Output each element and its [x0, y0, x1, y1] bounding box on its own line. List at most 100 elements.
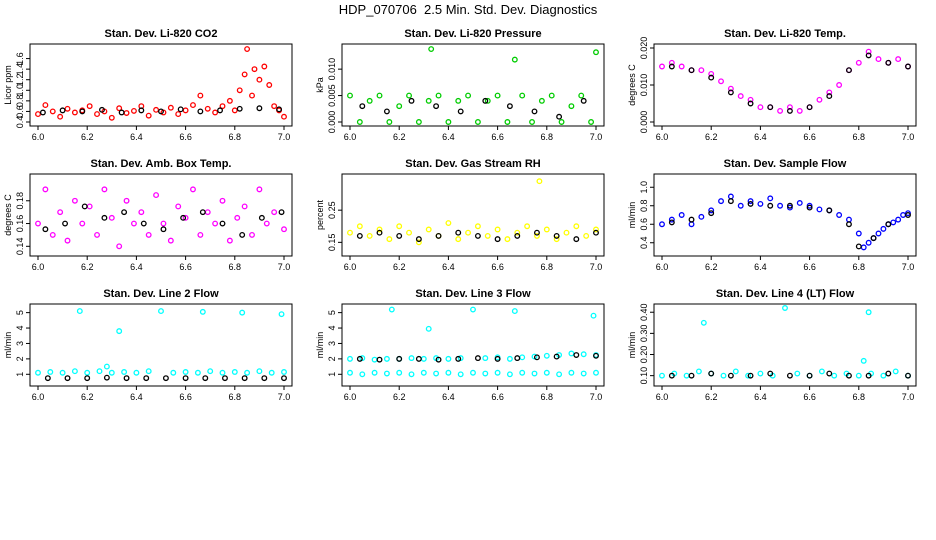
data-point	[204, 209, 211, 216]
data-point	[568, 350, 575, 357]
data-point	[212, 109, 219, 116]
data-point	[727, 198, 734, 205]
data-point	[408, 97, 415, 104]
data-point	[153, 106, 160, 113]
x-tick-label: 6.8	[229, 392, 242, 402]
data-point	[226, 97, 233, 104]
plot-frame	[29, 43, 293, 127]
data-point	[708, 70, 715, 77]
data-point	[668, 59, 675, 66]
chart-panel-6: Stan. Dev. Sample Flow 6.0 6.2 6.4 6.6 6.8 7.0…	[627, 158, 917, 272]
x-tick-label: 6.4	[442, 132, 455, 142]
data-point	[244, 46, 251, 53]
data-point	[190, 186, 196, 193]
y-tick-label: 1.6	[15, 52, 25, 65]
data-point	[42, 102, 49, 109]
y-axis-label: degrees C	[3, 194, 13, 236]
data-point	[455, 97, 462, 104]
y-tick-label: 5	[327, 310, 337, 315]
chart-title: Stan. Dev. Sample Flow	[724, 158, 847, 170]
data-point	[180, 214, 187, 221]
data-point	[130, 107, 137, 114]
data-point	[376, 356, 383, 363]
data-point	[347, 355, 353, 362]
y-tick-label: 1.0	[15, 84, 25, 97]
data-point	[895, 216, 902, 223]
y-tick-label: 1	[327, 372, 337, 377]
y-tick-label: 3	[15, 341, 25, 346]
data-point	[482, 370, 489, 377]
data-point	[668, 219, 675, 226]
data-point	[668, 372, 675, 379]
data-point	[806, 104, 813, 111]
data-point	[84, 375, 91, 382]
data-point	[826, 207, 833, 214]
data-point	[543, 352, 550, 359]
y-tick-label: 0.10	[639, 367, 649, 385]
data-point	[568, 103, 575, 110]
data-point	[708, 370, 715, 377]
plot-frame	[653, 173, 917, 257]
data-point	[885, 59, 892, 66]
y-axis-label: ml/min	[627, 332, 637, 359]
data-point	[593, 229, 599, 236]
data-point	[241, 203, 248, 210]
data-point	[408, 371, 415, 378]
data-point	[536, 178, 543, 185]
data-point	[57, 113, 64, 120]
data-point	[234, 214, 241, 221]
chart-panel-1: Stan. Dev. Li-820 CO2 6.0 6.2 6.4 6.6 6.8 7.0 0…	[3, 28, 293, 142]
data-point	[366, 97, 373, 104]
x-tick-label: 6.6	[179, 132, 192, 142]
data-point	[659, 63, 665, 70]
data-point	[782, 305, 788, 311]
data-point	[376, 229, 383, 236]
data-point	[445, 355, 452, 362]
data-point	[116, 328, 123, 335]
data-point	[182, 369, 189, 375]
data-point	[86, 203, 93, 210]
y-tick-label: 0.4	[15, 116, 25, 129]
x-tick-label: 6.2	[705, 132, 718, 142]
y-axis-label: ml/min	[3, 332, 13, 359]
data-point	[470, 306, 476, 313]
data-point	[219, 197, 226, 204]
data-point	[905, 210, 911, 217]
data-point	[826, 370, 833, 377]
data-point	[865, 309, 872, 316]
data-point	[885, 370, 892, 377]
data-point	[482, 97, 489, 104]
data-point	[219, 220, 226, 227]
data-point	[145, 112, 152, 119]
data-point	[356, 232, 363, 239]
data-point	[794, 370, 801, 377]
data-point	[99, 106, 105, 113]
data-point	[698, 213, 705, 220]
x-tick-label: 7.0	[590, 392, 603, 402]
data-point	[239, 231, 246, 238]
data-point	[123, 375, 130, 382]
data-point	[182, 375, 189, 382]
data-point	[786, 107, 793, 114]
data-point	[145, 231, 152, 238]
data-point	[678, 212, 685, 218]
x-tick-label: 7.0	[902, 132, 915, 142]
x-tick-label: 6.8	[541, 132, 554, 142]
data-point	[241, 71, 248, 78]
data-point	[558, 119, 565, 125]
x-tick-label: 6.8	[229, 132, 242, 142]
data-point	[880, 372, 887, 379]
data-point	[101, 214, 108, 221]
data-point	[745, 372, 752, 379]
data-point	[737, 93, 744, 100]
y-tick-label: 0.40	[639, 303, 649, 321]
data-point	[465, 92, 472, 99]
data-point	[568, 369, 575, 376]
data-point	[226, 237, 233, 244]
data-point	[767, 202, 774, 209]
data-point	[199, 308, 206, 315]
data-point	[175, 111, 182, 118]
data-point	[81, 203, 88, 210]
x-tick-label: 6.4	[130, 132, 143, 142]
data-point	[123, 197, 130, 204]
